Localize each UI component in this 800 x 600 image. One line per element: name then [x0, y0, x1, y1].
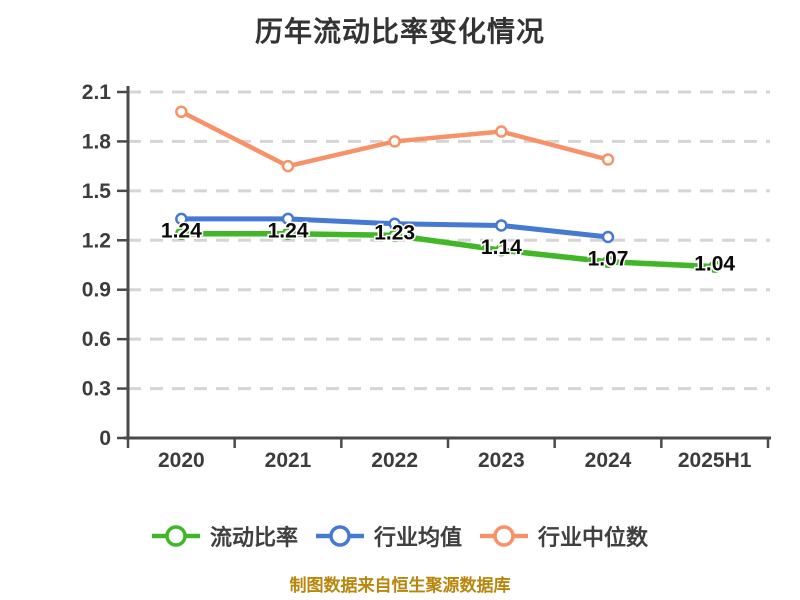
x-axis-label: 2021 — [265, 449, 312, 472]
data-point — [388, 217, 401, 231]
data-point — [601, 255, 615, 268]
value-label: 1.14 — [481, 236, 522, 259]
x-axis-label: 2022 — [371, 449, 418, 472]
legend-item-2: 行业中位数 — [480, 520, 648, 552]
legend-item-1: 行业均值 — [315, 520, 462, 552]
y-tick-label: 0.9 — [82, 279, 111, 302]
data-point — [388, 135, 401, 148]
series-line-0 — [178, 230, 718, 270]
y-tick-label: 1.8 — [82, 130, 112, 153]
data-point — [175, 105, 188, 119]
data-point — [175, 212, 188, 226]
x-axis-label: 2025H1 — [678, 449, 752, 472]
legend-item-0: 流动比率 — [151, 520, 298, 552]
data-point — [281, 159, 295, 173]
value-label: 1.07 — [588, 248, 629, 271]
x-axis-label: 2023 — [478, 449, 525, 472]
data-point — [601, 230, 615, 244]
data-point — [708, 260, 721, 273]
y-tick-label: 0.6 — [82, 328, 111, 351]
legend-marker-icon — [480, 525, 528, 547]
legend-label: 行业均值 — [373, 525, 462, 550]
y-tick-label: 1.2 — [82, 229, 111, 252]
legend-marker-icon — [151, 525, 200, 547]
y-tick-label: 2.1 — [82, 81, 112, 104]
data-point — [601, 153, 615, 166]
data-source-note: 制图数据来自恒生聚源数据库 — [289, 576, 511, 595]
data-point — [388, 229, 401, 242]
data-point — [495, 243, 508, 257]
x-axis-label: 2024 — [585, 449, 632, 472]
legend-marker-icon — [315, 525, 364, 547]
value-label: 1.24 — [268, 220, 309, 243]
data-point — [281, 227, 295, 240]
data-point — [495, 219, 508, 232]
legend-label: 行业中位数 — [538, 525, 649, 550]
x-axis-label: 2020 — [158, 449, 205, 472]
data-point — [495, 125, 508, 138]
chart-legend: 流动比率 行业均值 行业中位数 — [0, 520, 800, 552]
chart-title: 历年流动比率变化情况 — [254, 16, 545, 47]
data-point — [175, 227, 188, 240]
data-point — [281, 212, 295, 226]
y-tick-label: 0 — [99, 427, 111, 450]
value-label: 1.23 — [374, 221, 415, 244]
y-tick-label: 1.5 — [82, 180, 112, 203]
y-tick-label: 0.3 — [82, 378, 111, 401]
value-label: 1.04 — [694, 253, 735, 276]
value-label: 1.24 — [161, 220, 202, 243]
legend-label: 流动比率 — [209, 525, 298, 550]
